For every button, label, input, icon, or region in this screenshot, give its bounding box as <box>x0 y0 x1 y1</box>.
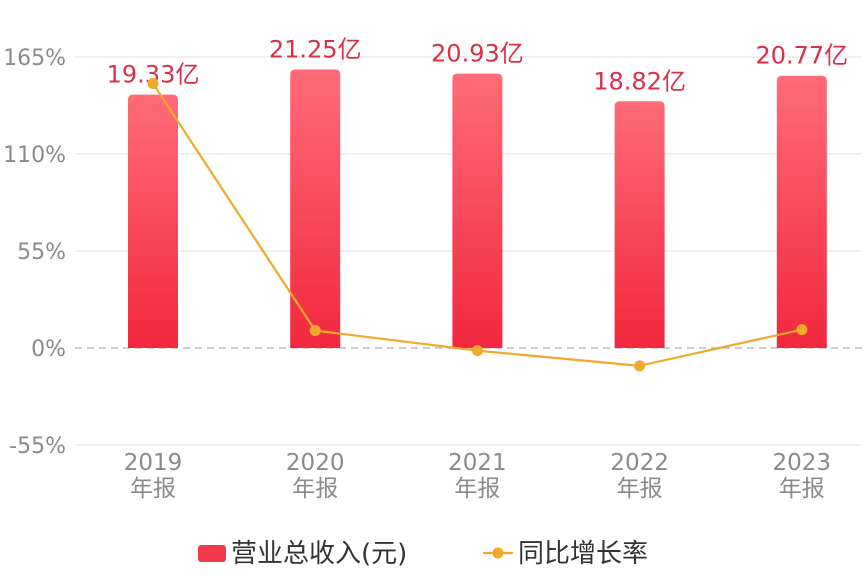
y-axis-ticks: 165% 110% 55% 0% -55% <box>3 46 66 459</box>
x-category-label: 2020 年报 <box>286 450 345 502</box>
y-tick-label: -55% <box>9 434 66 459</box>
x-category-label: 2023 年报 <box>773 450 832 502</box>
bar-series <box>128 69 827 349</box>
bar <box>290 69 341 349</box>
bar <box>128 94 178 348</box>
y-tick-label: 110% <box>3 143 66 168</box>
line-point <box>471 345 483 357</box>
line-point <box>147 77 159 89</box>
x-category-label: 2019 年报 <box>124 450 183 502</box>
legend-label-growth: 同比增长率 <box>518 539 648 569</box>
bar <box>776 75 827 348</box>
legend: 营业总收入(元) 同比增长率 <box>198 539 648 569</box>
line-series <box>147 77 808 372</box>
y-tick-label: 0% <box>31 337 66 362</box>
line-point <box>309 325 321 337</box>
bar-value-label: 18.82亿 <box>593 67 686 95</box>
x-category-label: 2022 年报 <box>610 450 669 502</box>
x-axis-categories: 2019 年报 2020 年报 2021 年报 2022 年报 2023 年报 <box>124 450 831 502</box>
y-tick-label: 165% <box>3 46 66 71</box>
legend-swatch-growth-dot <box>492 547 504 559</box>
y-tick-label: 55% <box>17 240 66 265</box>
legend-swatch-revenue <box>198 545 226 562</box>
bar <box>452 73 503 348</box>
legend-label-revenue: 营业总收入(元) <box>231 539 407 569</box>
bar-value-label: 20.93亿 <box>431 40 524 68</box>
bar-value-label: 20.77亿 <box>755 42 848 70</box>
line-point <box>634 360 646 372</box>
x-category-label: 2021 年报 <box>448 450 507 502</box>
line-point <box>796 324 808 336</box>
bar <box>614 101 665 348</box>
bar-value-label: 21.25亿 <box>269 35 362 63</box>
